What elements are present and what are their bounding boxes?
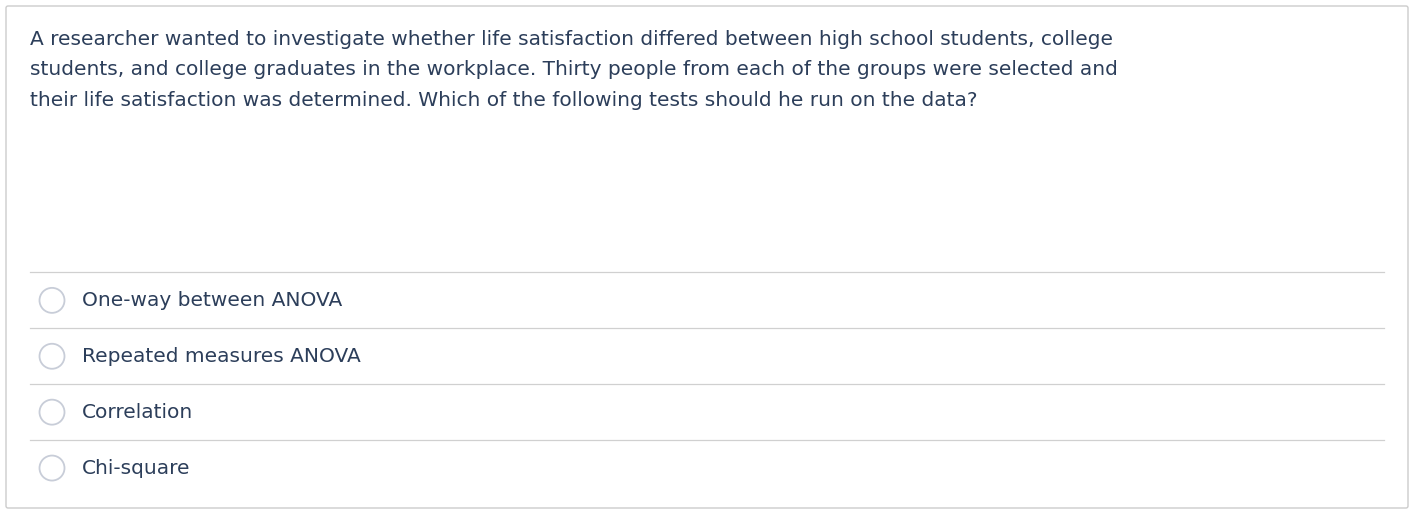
Ellipse shape: [40, 400, 65, 425]
Ellipse shape: [40, 344, 65, 369]
Text: Correlation: Correlation: [82, 402, 194, 421]
FancyBboxPatch shape: [6, 6, 1408, 508]
Text: Chi-square: Chi-square: [82, 458, 191, 478]
Ellipse shape: [40, 288, 65, 313]
Ellipse shape: [40, 455, 65, 481]
Text: A researcher wanted to investigate whether life satisfaction differed between hi: A researcher wanted to investigate wheth…: [30, 30, 1118, 109]
Text: One-way between ANOVA: One-way between ANOVA: [82, 291, 342, 310]
Text: Repeated measures ANOVA: Repeated measures ANOVA: [82, 347, 361, 366]
